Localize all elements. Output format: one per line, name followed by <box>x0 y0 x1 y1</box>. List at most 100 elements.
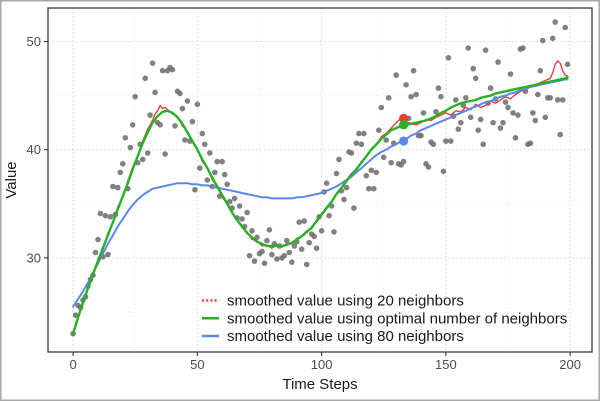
scatter-point <box>351 205 357 211</box>
scatter-point <box>172 123 178 129</box>
scatter-point <box>162 151 168 157</box>
highlight-point <box>399 113 409 123</box>
scatter-point <box>264 237 270 244</box>
scatter-point <box>482 47 489 53</box>
scatter-point <box>430 141 437 148</box>
scatter-point <box>296 219 303 225</box>
scatter-point <box>92 249 99 256</box>
scatter-point <box>400 158 407 165</box>
scatter-point <box>559 97 566 103</box>
scatter-point <box>142 75 148 82</box>
scatter-point <box>110 183 116 190</box>
scatter-point <box>266 227 273 233</box>
scatter-point <box>420 110 427 116</box>
scatter-point <box>393 72 400 78</box>
scatter-point <box>371 185 377 192</box>
scatter-point <box>149 60 156 66</box>
scatter-point <box>115 184 121 191</box>
scatter-point <box>120 161 126 167</box>
scatter-point <box>549 35 556 42</box>
scatter-point <box>236 203 243 209</box>
x-axis-title: Time Steps <box>282 376 357 393</box>
data-layer <box>70 19 571 337</box>
scatter-point <box>510 110 516 116</box>
scatter-point <box>192 186 198 193</box>
scatter-point <box>388 159 395 166</box>
scatter-point <box>410 67 417 74</box>
x-tick-label: 150 <box>435 357 457 372</box>
scatter-point <box>507 71 514 77</box>
scatter-point <box>212 169 218 176</box>
y-tick-label: 40 <box>27 142 41 157</box>
highlight-point <box>399 136 409 146</box>
x-tick-label: 100 <box>311 357 333 372</box>
scatter-point <box>341 196 347 203</box>
axis-layer: 0 50 100 150 200 30 40 50 <box>27 34 581 372</box>
scatter-point <box>458 119 464 126</box>
scatter-point <box>291 243 298 249</box>
scatter-point <box>530 110 536 116</box>
scatter-point <box>207 150 213 156</box>
scatter-point <box>129 122 136 128</box>
scatter-point <box>107 214 114 220</box>
scatter-point <box>490 119 496 126</box>
scatter-point <box>298 246 305 252</box>
scatter-point <box>333 170 340 177</box>
scatter-point <box>286 249 293 256</box>
scatter-point <box>249 228 255 234</box>
scatter-point <box>480 141 487 148</box>
scatter-point <box>435 85 442 91</box>
scatter-point <box>199 130 206 137</box>
scatter-point <box>204 177 211 183</box>
scatter-point <box>184 98 191 104</box>
scatter-point <box>515 112 521 118</box>
scatter-point <box>117 169 124 176</box>
scatter-point <box>527 140 534 146</box>
scatter-point <box>467 114 474 121</box>
scatter-point <box>122 135 129 141</box>
scatter-point <box>97 210 104 217</box>
scatter-point <box>226 198 233 205</box>
scatter-point <box>380 154 387 161</box>
scatter-point <box>487 85 494 91</box>
scatter-point <box>244 209 250 216</box>
scatter-point <box>512 135 519 141</box>
scatter-point <box>144 150 151 156</box>
highlight-point <box>399 120 409 130</box>
x-tick-label: 0 <box>69 357 76 372</box>
scatter-point <box>433 109 439 115</box>
scatter-point <box>182 137 188 143</box>
scatter-point <box>281 252 288 259</box>
scatter-point <box>465 45 472 51</box>
scatter-point <box>408 93 414 100</box>
legend-label: smoothed value using optimal number of n… <box>227 310 567 327</box>
scatter-point <box>440 168 447 175</box>
scatter-point <box>373 169 380 176</box>
scatter-point <box>95 236 101 243</box>
scatter-point <box>378 104 385 111</box>
scatter-point <box>224 181 230 188</box>
scatter-point <box>269 251 275 258</box>
scatter-point <box>418 132 424 139</box>
scatter-point <box>557 131 563 138</box>
scatter-point <box>274 256 280 262</box>
scatter-point <box>385 95 392 101</box>
scatter-point <box>132 93 138 100</box>
scatter-point <box>219 158 225 165</box>
scatter-point <box>202 141 208 148</box>
y-tick-label: 30 <box>27 250 41 265</box>
series-line <box>71 75 569 335</box>
scatter-point <box>477 116 484 123</box>
scatter-point <box>438 93 444 100</box>
scatter-point <box>159 67 166 74</box>
scatter-point <box>495 59 501 65</box>
panel-border <box>47 7 593 353</box>
scatter-point <box>353 140 360 146</box>
scatter-point <box>535 91 541 98</box>
legend-label: smoothed value using 80 neighbors <box>227 328 464 345</box>
scatter-point <box>284 237 290 244</box>
scatter-point <box>127 144 134 151</box>
scatter-point <box>564 61 571 68</box>
